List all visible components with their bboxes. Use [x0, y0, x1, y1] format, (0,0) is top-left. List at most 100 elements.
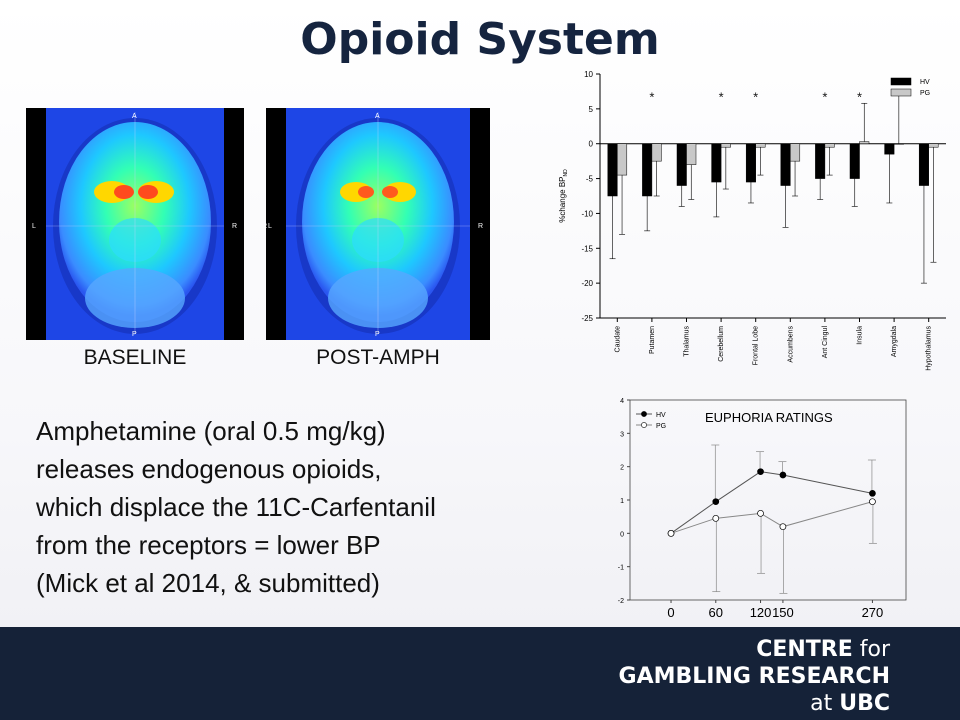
- cgr-logo: CENTRE for GAMBLING RESEARCH at UBC: [590, 636, 890, 717]
- chart-title: EUPHORIA RATINGS: [705, 410, 833, 425]
- x-tick-label: Insula: [857, 326, 864, 345]
- y-tick-label: 2: [620, 465, 624, 472]
- bar-hv: [711, 143, 722, 183]
- bar-hv: [884, 143, 895, 155]
- y-tick-label: 0: [620, 531, 624, 538]
- x-tick-label: Frontal Lobe: [753, 326, 760, 365]
- bar-pg: [928, 143, 939, 148]
- y-tick-label: -25: [581, 314, 593, 323]
- logo-at: at: [810, 691, 833, 716]
- point-hv: [757, 468, 764, 476]
- y-tick-label: 3: [620, 431, 624, 438]
- orient-label: A: [132, 113, 137, 120]
- y-tick-label: -5: [586, 175, 594, 184]
- slide-title: Opioid System: [300, 14, 660, 65]
- x-tick-label: Thalamus: [684, 326, 691, 357]
- body-text: Amphetamine (oral 0.5 mg/kg) releases en…: [36, 412, 546, 602]
- pet-scan-baseline: A P L R: [26, 108, 244, 340]
- bar-hv: [918, 143, 929, 186]
- orient-label: R: [232, 223, 237, 230]
- legend-marker-hv: [641, 411, 647, 417]
- pet-scan-post-amph: A P R L R: [266, 108, 490, 340]
- legend-swatch-hv: [890, 77, 912, 86]
- legend-label-pg: PG: [656, 423, 666, 430]
- y-tick-label: 0: [589, 140, 594, 149]
- y-tick-label: -10: [581, 209, 593, 218]
- post-amph-label: POST-AMPH: [316, 346, 440, 369]
- point-pg: [779, 523, 787, 531]
- significance-marker: *: [822, 89, 827, 104]
- orient-label: A: [375, 113, 380, 120]
- footer-bar: [0, 627, 960, 720]
- orient-label: P: [132, 331, 137, 338]
- legend-label-hv: HV: [656, 412, 666, 419]
- orient-label: P: [375, 331, 380, 338]
- series-line-pg: [670, 501, 873, 534]
- x-tick-label: Ant Cingul: [822, 326, 829, 359]
- x-tick-label: Hypothalamus: [926, 326, 933, 371]
- orient-label: R: [478, 223, 483, 230]
- legend-label-hv: HV: [920, 79, 930, 86]
- y-axis-label: %change BPND: [558, 169, 569, 223]
- x-tick-label: Amygdala: [891, 326, 898, 357]
- body-text-line: releases endogenous opioids,: [36, 454, 382, 484]
- legend-marker-pg: [641, 422, 647, 428]
- bar-pg: [686, 143, 697, 165]
- bar-pg: [859, 141, 870, 144]
- body-text-line: Amphetamine (oral 0.5 mg/kg): [36, 416, 386, 446]
- y-tick-label: -20: [581, 279, 593, 288]
- bar-hv: [676, 143, 687, 186]
- x-tick-label: 150: [772, 605, 794, 620]
- point-pg: [757, 509, 764, 517]
- plot-frame: [629, 399, 907, 601]
- logo-ubc: UBC: [839, 691, 890, 716]
- x-tick-label: Cerebellum: [718, 326, 725, 362]
- bar-pg: [755, 143, 766, 148]
- baseline-label: BASELINE: [83, 346, 187, 369]
- orient-label: L: [32, 223, 36, 230]
- orient-label: L: [268, 223, 272, 230]
- bar-hv: [780, 143, 791, 186]
- bar-hv: [607, 143, 618, 197]
- bar-hv: [745, 143, 756, 183]
- significance-marker: *: [719, 89, 724, 104]
- significance-marker: *: [649, 89, 654, 104]
- legend-swatch-pg: [890, 88, 912, 97]
- x-tick-label: 0: [667, 605, 674, 620]
- point-hv: [712, 498, 720, 506]
- legend-label-pg: PG: [920, 90, 930, 97]
- x-tick-label: Caudate: [614, 326, 621, 353]
- bar-hv: [849, 143, 860, 179]
- point-hv: [869, 489, 876, 497]
- logo-for: for: [859, 637, 890, 662]
- body-text-line: (Mick et al 2014, & submitted): [36, 568, 380, 598]
- bar-pg: [790, 143, 801, 162]
- point-pg: [869, 498, 876, 506]
- y-tick-label: 5: [589, 105, 594, 114]
- y-tick-label: -1: [618, 565, 624, 572]
- y-tick-label: -2: [618, 598, 624, 605]
- x-tick-label: 60: [709, 605, 723, 620]
- y-tick-label: 1: [620, 498, 624, 505]
- bar-pg: [893, 143, 904, 145]
- point-pg: [712, 514, 720, 522]
- x-tick-label: 270: [862, 605, 884, 620]
- y-tick-label: -15: [581, 244, 593, 253]
- euphoria-line-chart: 4 3 2 1 0 -1 -2 0 60 120 150 270 EUPHORIA RATINGS HV P…: [618, 398, 907, 620]
- body-text-line: which displace the 11C-Carfentanil: [36, 492, 436, 522]
- bar-pg: [617, 143, 628, 176]
- x-tick-label: Putamen: [649, 326, 656, 354]
- x-tick-label: 120: [750, 605, 772, 620]
- bar-pg: [824, 143, 835, 148]
- bar-hv: [815, 143, 826, 179]
- y-tick-label: 4: [620, 398, 624, 405]
- orient-label: R: [266, 223, 267, 230]
- series-line-hv: [670, 471, 873, 534]
- significance-marker: *: [753, 89, 758, 104]
- point-pg: [667, 529, 675, 537]
- significance-marker: *: [857, 89, 862, 104]
- x-tick-label: Accumbens: [787, 326, 794, 363]
- logo-centre: CENTRE: [756, 637, 853, 662]
- bar-hv: [642, 143, 653, 197]
- point-hv: [779, 471, 787, 479]
